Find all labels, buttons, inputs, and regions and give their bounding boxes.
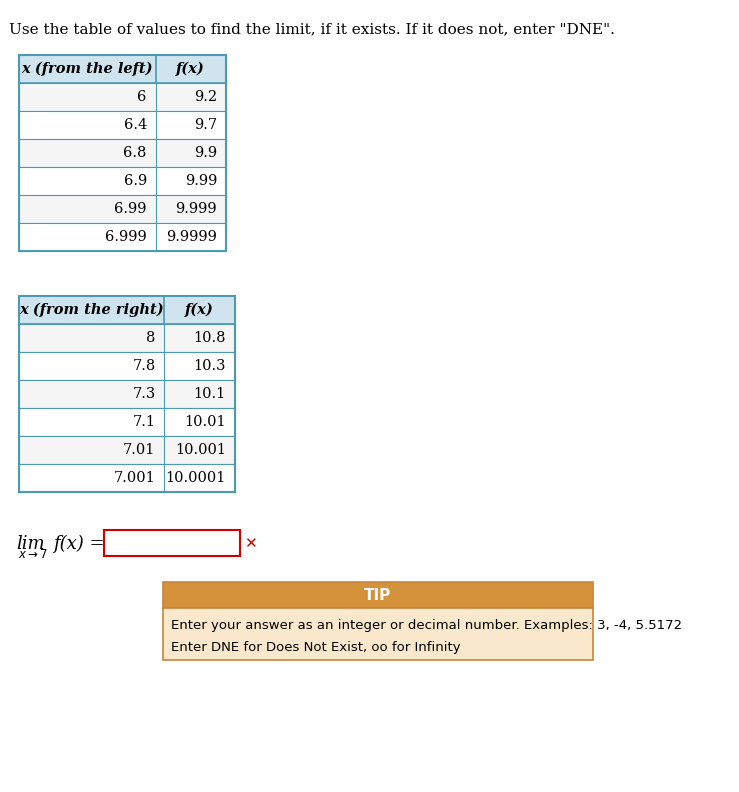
Text: 9.999: 9.999 [175, 202, 217, 216]
Bar [19, 195, 226, 223]
Text: TIP: TIP [364, 588, 392, 603]
Bar [19, 324, 235, 352]
Bar [19, 296, 235, 492]
Bar [163, 582, 593, 608]
Text: x (from the right): x (from the right) [19, 303, 164, 317]
Text: 6.999: 6.999 [105, 230, 147, 244]
Bar [19, 436, 235, 464]
Text: 10.01: 10.01 [184, 415, 226, 429]
Text: f(x): f(x) [185, 303, 214, 317]
Bar [19, 83, 226, 111]
Text: 7.001: 7.001 [114, 471, 155, 485]
Bar [103, 530, 240, 556]
Text: ✕: ✕ [245, 536, 257, 551]
Text: 6: 6 [137, 90, 147, 104]
Bar [19, 380, 235, 408]
Text: 10.0001: 10.0001 [166, 471, 226, 485]
Bar [19, 408, 235, 436]
Text: 9.2: 9.2 [194, 90, 217, 104]
Bar [19, 223, 226, 251]
Text: 6.9: 6.9 [123, 174, 147, 188]
Bar [19, 352, 235, 380]
Text: $x\rightarrow7$: $x\rightarrow7$ [18, 547, 48, 561]
Bar [19, 55, 226, 251]
Text: 10.8: 10.8 [194, 331, 226, 345]
Text: 9.9999: 9.9999 [166, 230, 217, 244]
Text: lim: lim [16, 535, 44, 553]
Text: Enter your answer as an integer or decimal number. Examples: 3, -4, 5.5172: Enter your answer as an integer or decim… [171, 619, 683, 633]
Text: 6.8: 6.8 [123, 146, 147, 160]
Text: 9.9: 9.9 [194, 146, 217, 160]
Text: 6.99: 6.99 [115, 202, 147, 216]
Text: 7.01: 7.01 [123, 443, 155, 457]
Text: f(x) =: f(x) = [52, 535, 104, 553]
Text: 9.99: 9.99 [185, 174, 217, 188]
Bar [163, 608, 593, 660]
Bar [19, 464, 235, 492]
Bar [19, 296, 235, 324]
Bar [19, 139, 226, 167]
Text: 10.1: 10.1 [194, 387, 226, 401]
Text: 7.3: 7.3 [132, 387, 155, 401]
Text: 6.4: 6.4 [123, 118, 147, 132]
Text: 10.3: 10.3 [194, 359, 226, 373]
Bar [19, 111, 226, 139]
Text: x (from the left): x (from the left) [21, 62, 153, 76]
Text: 8: 8 [146, 331, 155, 345]
Text: 7.8: 7.8 [132, 359, 155, 373]
Bar [19, 167, 226, 195]
Text: f(x): f(x) [177, 62, 205, 76]
Text: Use the table of values to find the limit, if it exists. If it does not, enter ": Use the table of values to find the limi… [9, 22, 615, 36]
Text: 9.7: 9.7 [194, 118, 217, 132]
Text: Enter DNE for Does Not Exist, oo for Infinity: Enter DNE for Does Not Exist, oo for Inf… [171, 642, 461, 654]
Bar [19, 55, 226, 83]
Text: 10.001: 10.001 [175, 443, 226, 457]
Text: 7.1: 7.1 [132, 415, 155, 429]
